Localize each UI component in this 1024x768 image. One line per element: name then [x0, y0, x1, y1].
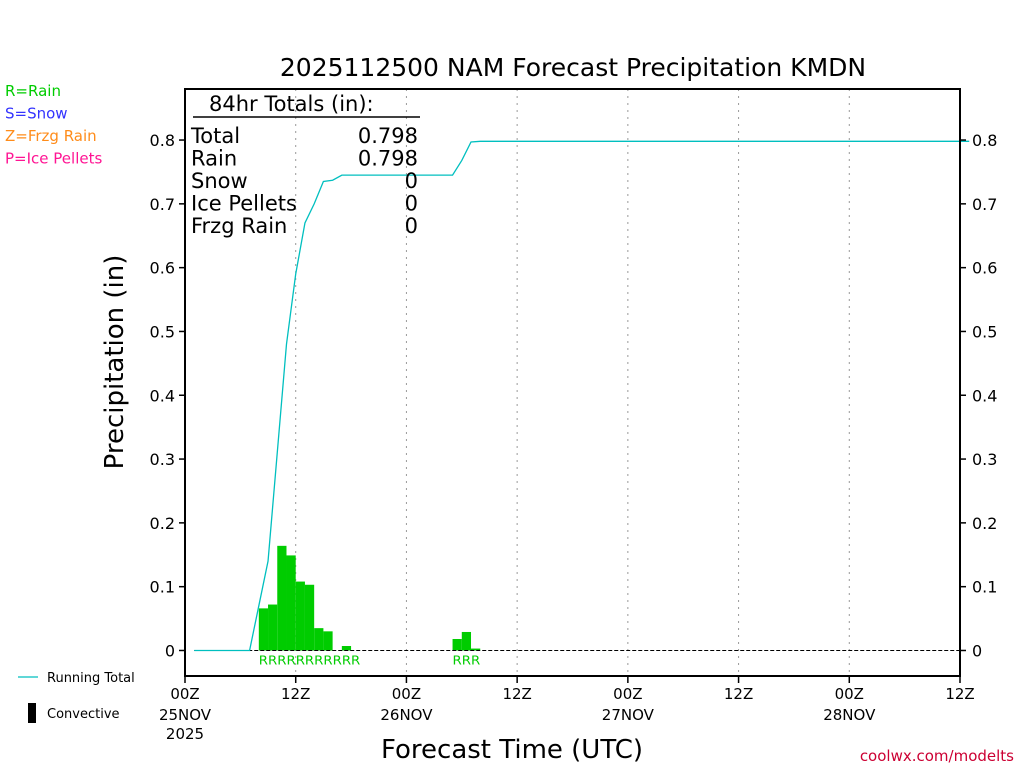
ytick-left-label-3: 0.3 [150, 450, 175, 469]
ytick-right-label-8: 0.8 [972, 131, 997, 150]
xtick-label-0: 00Z [170, 685, 199, 703]
totals-label-2: Snow [191, 169, 248, 193]
totals-box: 84hr Totals (in): Total 0.798 Rain 0.798 Sno… [190, 92, 420, 238]
ytick-left-label-7: 0.7 [150, 195, 175, 214]
precip-bar-9 [452, 638, 462, 651]
precip-bar-11 [471, 648, 481, 651]
xtick-year-0: 2025 [166, 725, 204, 743]
xtick-date-2: 26NOV [380, 706, 433, 724]
rain-marker-0: RRRRRRRRRRR [259, 653, 360, 667]
precip-bar-3 [286, 555, 296, 651]
precip-bar-5 [304, 584, 315, 651]
precip-bar-2 [277, 545, 287, 651]
legend-bar-swatch [28, 703, 36, 723]
y-axis-left: 0 0.1 0.2 0.3 0.4 0.5 0.6 0.7 0.8 [150, 131, 185, 660]
rain-markers: RRRRRRRRRRR RRR [259, 653, 480, 667]
precip-bar-8 [341, 646, 352, 651]
y-axis-right: 0 0.1 0.2 0.3 0.4 0.5 0.6 0.7 0.8 [960, 131, 997, 660]
ytick-right-label-0: 0 [972, 641, 982, 660]
ytick-right-label-6: 0.6 [972, 259, 997, 278]
ytick-right-label-4: 0.4 [972, 386, 997, 405]
ytick-left-label-5: 0.5 [150, 322, 175, 341]
xtick-label-3: 12Z [502, 685, 531, 703]
totals-value-1: 0.798 [358, 147, 418, 171]
ytick-right-label-3: 0.3 [972, 450, 997, 469]
precip-bar-6 [314, 628, 324, 651]
precip-bar-1 [268, 604, 278, 651]
xtick-label-5: 12Z [724, 685, 753, 703]
totals-value-0: 0.798 [358, 124, 418, 148]
totals-label-4: Frzg Rain [191, 214, 287, 238]
totals-value-2: 0 [405, 169, 418, 193]
totals-label-0: Total [190, 124, 240, 148]
totals-value-4: 0 [405, 214, 418, 238]
ptype-legend: R=Rain S=Snow Z=Frzg Rain P=Ice Pellets [5, 82, 102, 168]
precip-bar-7 [323, 631, 333, 651]
ytick-left-label-1: 0.1 [150, 578, 175, 597]
x-axis-label: Forecast Time (UTC) [381, 735, 643, 765]
ptype-legend-0: R=Rain [5, 82, 61, 100]
series-legend-0: Running Total [47, 671, 135, 686]
ytick-left-label-4: 0.4 [150, 386, 175, 405]
totals-label-1: Rain [191, 147, 237, 171]
ytick-left-label-0: 0 [165, 641, 175, 660]
grid-lines [295, 89, 850, 676]
ytick-left-label-8: 0.8 [150, 131, 175, 150]
xtick-date-0: 25NOV [159, 706, 212, 724]
ytick-left-label-2: 0.2 [150, 514, 175, 533]
ytick-right-label-2: 0.2 [972, 514, 997, 533]
ytick-left-label-6: 0.6 [150, 259, 175, 278]
rain-marker-1: RRR [453, 653, 481, 667]
totals-heading: 84hr Totals (in): [209, 92, 374, 116]
xtick-date-4: 27NOV [602, 706, 655, 724]
xtick-label-6: 00Z [835, 685, 864, 703]
ytick-right-label-7: 0.7 [972, 195, 997, 214]
ptype-legend-2: Z=Frzg Rain [5, 127, 97, 145]
xtick-label-7: 12Z [945, 685, 974, 703]
running-total-line [194, 140, 970, 652]
precip-bar-4 [295, 581, 305, 651]
precip-bar-10 [461, 631, 472, 651]
plot-frame [184, 88, 961, 677]
totals-rows: Total 0.798 Rain 0.798 Snow 0 Ice Pellets 0 Frzg… [190, 124, 418, 238]
xtick-label-2: 00Z [392, 685, 421, 703]
ytick-right-label-5: 0.5 [972, 322, 997, 341]
ytick-right-label-1: 0.1 [972, 578, 997, 597]
ptype-legend-3: P=Ice Pellets [5, 150, 102, 168]
series-legend: Running Total Convective [18, 671, 135, 723]
precip-bar-0 [258, 608, 269, 651]
y-axis-label: Precipitation (in) [100, 255, 130, 470]
xtick-date-6: 28NOV [823, 706, 876, 724]
totals-value-3: 0 [405, 192, 418, 216]
totals-label-3: Ice Pellets [191, 192, 297, 216]
xtick-label-4: 00Z [613, 685, 642, 703]
xtick-label-1: 12Z [281, 685, 310, 703]
precip-bars [258, 545, 481, 651]
credit-text: coolwx.com/modelts [860, 747, 1014, 765]
chart-title: 2025112500 NAM Forecast Precipitation KM… [280, 53, 866, 82]
running-total-series [194, 140, 970, 652]
ptype-legend-1: S=Snow [5, 105, 68, 123]
series-legend-1: Convective [47, 707, 120, 722]
